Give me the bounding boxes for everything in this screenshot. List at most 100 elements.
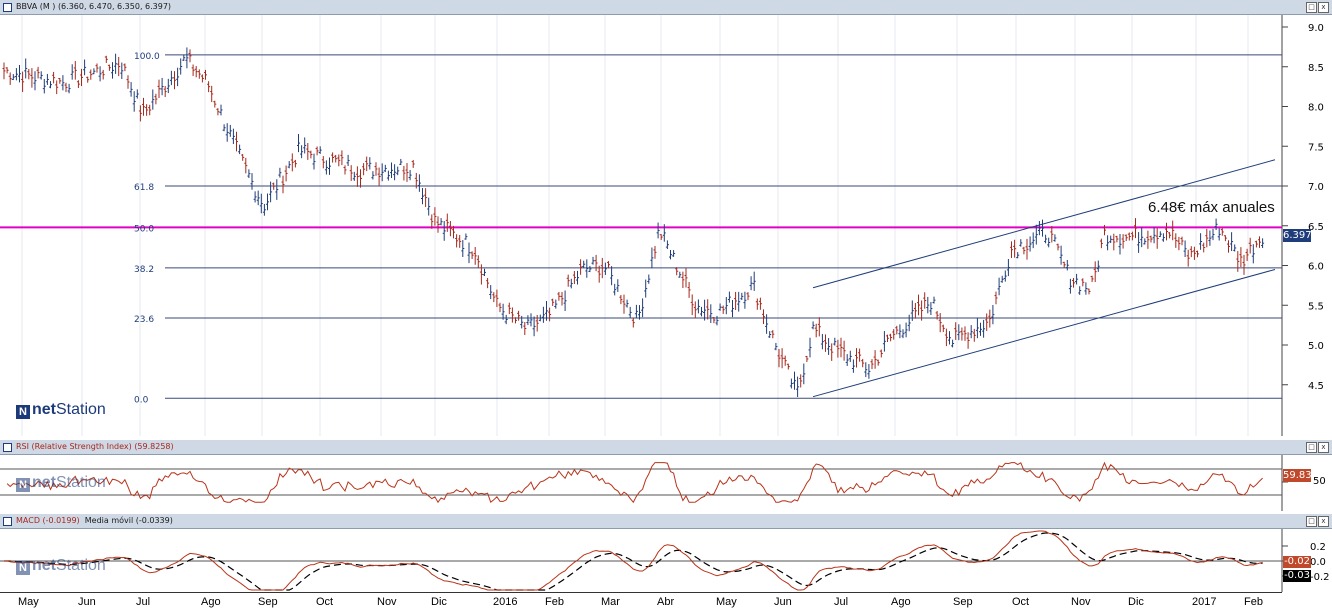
ohlc-bar — [554, 299, 558, 309]
ohlc-bar — [619, 295, 623, 305]
ohlc-bar — [641, 298, 645, 318]
ohlc-bar — [343, 165, 347, 175]
ohlc-bar — [346, 154, 350, 167]
ohlc-bar — [300, 145, 304, 159]
ohlc-bar — [926, 296, 930, 314]
ohlc-bar — [669, 250, 672, 260]
ohlc-bar — [324, 160, 328, 175]
ohlc-bar — [309, 150, 313, 159]
close-button[interactable]: x — [1318, 2, 1329, 13]
ohlc-bar — [390, 162, 393, 179]
x-tick-label: Jul — [136, 596, 151, 608]
ohlc-bar — [76, 80, 80, 89]
ohlc-bar — [824, 334, 827, 352]
ohlc-bar — [690, 294, 694, 316]
panel-menu-icon[interactable] — [3, 517, 12, 526]
ohlc-bar — [1208, 230, 1212, 246]
ohlc-bar — [1155, 228, 1159, 249]
ohlc-bar — [1016, 252, 1020, 259]
ohlc-bar — [448, 221, 452, 237]
ohlc-bar — [1149, 235, 1153, 243]
ohlc-bar — [55, 80, 59, 95]
ohlc-bar — [393, 164, 397, 181]
ohlc-bar — [638, 305, 641, 320]
ohlc-bar — [238, 144, 242, 155]
ohlc-bar — [504, 314, 508, 325]
ohlc-bar — [30, 68, 34, 88]
ohlc-bar — [1165, 222, 1168, 241]
ohlc-bar — [473, 246, 477, 265]
ohlc-bar — [1056, 243, 1060, 251]
channel-lower-line — [812, 268, 1276, 398]
rsi-chart[interactable] — [0, 455, 1332, 512]
ohlc-bar — [142, 97, 145, 116]
ohlc-bar — [5, 67, 9, 74]
ohlc-bar — [830, 343, 834, 361]
ohlc-bar — [442, 220, 446, 241]
ohlc-bar — [312, 153, 316, 170]
ohlc-bar — [467, 242, 471, 264]
macd-chart[interactable]: 0.2 0.0 -0.2 — [0, 529, 1332, 592]
ohlc-bar — [718, 303, 722, 311]
ohlc-bar — [1233, 244, 1237, 252]
ohlc-bar — [1220, 228, 1224, 236]
ohlc-bar — [1205, 228, 1209, 248]
ohlc-bar — [727, 291, 731, 303]
close-button[interactable]: x — [1318, 442, 1329, 453]
x-tick-label: Jun — [78, 596, 96, 608]
ohlc-bar — [805, 355, 809, 362]
ohlc-bar — [1109, 235, 1113, 244]
x-tick-label: May — [18, 596, 39, 608]
ohlc-bar — [631, 317, 635, 328]
ohlc-bar — [275, 179, 279, 200]
ohlc-bar — [855, 348, 858, 368]
ohlc-bar — [33, 71, 37, 91]
ohlc-bar — [510, 307, 514, 323]
ohlc-bar — [281, 175, 285, 194]
x-tick-label: May — [716, 596, 737, 608]
ohlc-bar — [132, 91, 136, 112]
ohlc-bar — [362, 163, 366, 176]
ohlc-bar — [216, 108, 220, 116]
macd-panel-title: MACD (-0.0199) Media móvil (-0.0339) — [16, 516, 173, 525]
ohlc-bar — [1239, 247, 1243, 268]
macd-series-line — [3, 530, 1263, 591]
ohlc-bar — [42, 78, 46, 94]
ohlc-bar — [259, 193, 263, 214]
ohlc-bar — [597, 265, 601, 283]
ohlc-bar — [340, 150, 344, 166]
ohlc-bar — [120, 62, 124, 80]
ohlc-bar — [560, 291, 564, 306]
ohlc-bar — [8, 72, 12, 85]
maximize-button[interactable]: □ — [1306, 442, 1317, 453]
ohlc-bar — [678, 271, 682, 278]
price-chart[interactable]: 100.0 61.8 50.0 38.2 23.6 0.0 9.0 8.5 8.0 7.5 7.0… — [0, 15, 1332, 437]
ohlc-bar — [135, 89, 139, 99]
ohlc-bar — [24, 58, 28, 79]
panel-menu-icon[interactable] — [3, 443, 12, 452]
close-button[interactable]: x — [1318, 516, 1329, 527]
ohlc-bar — [1261, 238, 1265, 249]
panel-menu-icon[interactable] — [3, 3, 12, 12]
ohlc-bar — [740, 292, 744, 300]
annotation-label: 6.48€ máx anuales — [1148, 199, 1275, 216]
ohlc-bar — [114, 53, 118, 74]
maximize-button[interactable]: □ — [1306, 516, 1317, 527]
maximize-button[interactable]: □ — [1306, 2, 1317, 13]
ohlc-bar — [458, 234, 462, 248]
ohlc-bar — [985, 313, 989, 331]
ohlc-bar — [306, 142, 310, 160]
ohlc-bar — [659, 234, 663, 240]
ohlc-bar — [501, 303, 505, 320]
ohlc-bar — [486, 278, 490, 289]
ohlc-bar — [1034, 224, 1038, 245]
ohlc-bar — [721, 305, 725, 314]
ohlc-bar — [836, 339, 840, 358]
fibonacci-level-label: 50.0 — [134, 224, 154, 234]
ohlc-bar — [421, 187, 424, 205]
ohlc-bar — [653, 245, 657, 259]
ohlc-bar — [762, 309, 765, 325]
ohlc-bar — [14, 68, 18, 81]
ohlc-bar — [765, 314, 769, 334]
ohlc-bar — [634, 304, 638, 318]
